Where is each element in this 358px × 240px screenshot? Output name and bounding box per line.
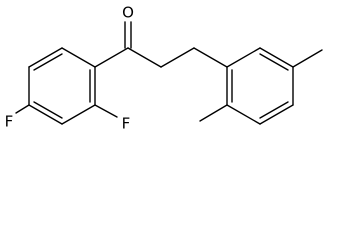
bond <box>226 47 261 68</box>
bond <box>193 47 228 68</box>
double-bond-inner <box>259 53 289 71</box>
atom-label: O <box>122 4 134 22</box>
atom-label: F <box>5 113 14 131</box>
bond <box>28 47 63 68</box>
methyl-bond <box>292 49 323 68</box>
bond <box>61 47 96 68</box>
bond <box>94 104 118 118</box>
bond <box>28 104 63 125</box>
bond <box>94 47 129 68</box>
double-bond-inner <box>33 53 63 71</box>
bond <box>259 104 294 125</box>
double-bond-inner <box>259 101 289 119</box>
bond <box>226 104 261 125</box>
bond <box>61 104 96 125</box>
atom-label: F <box>122 115 131 133</box>
bonds <box>15 21 323 125</box>
methyl-bond <box>199 104 228 122</box>
bond <box>259 47 294 68</box>
bond <box>127 47 162 68</box>
page: O F F (() => { const data = JSON.parse(d… <box>4 3 323 133</box>
bond <box>15 104 30 114</box>
double-bond-inner <box>33 101 63 119</box>
structure-diagram: O F F <box>5 4 323 133</box>
bond <box>160 47 195 68</box>
